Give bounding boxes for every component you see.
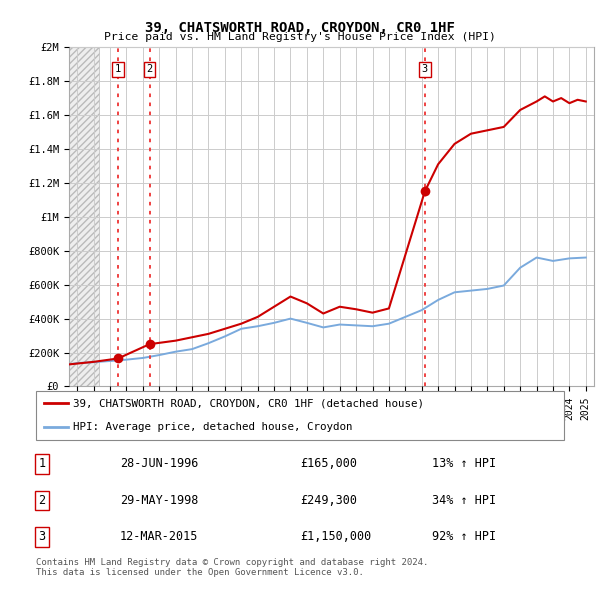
Text: £165,000: £165,000 xyxy=(300,457,357,470)
Text: HPI: Average price, detached house, Croydon: HPI: Average price, detached house, Croy… xyxy=(73,422,352,432)
Text: 13% ↑ HPI: 13% ↑ HPI xyxy=(432,457,496,470)
Text: 92% ↑ HPI: 92% ↑ HPI xyxy=(432,530,496,543)
Text: 28-JUN-1996: 28-JUN-1996 xyxy=(120,457,199,470)
Text: 34% ↑ HPI: 34% ↑ HPI xyxy=(432,494,496,507)
Text: 39, CHATSWORTH ROAD, CROYDON, CR0 1HF: 39, CHATSWORTH ROAD, CROYDON, CR0 1HF xyxy=(145,21,455,35)
Text: 29-MAY-1998: 29-MAY-1998 xyxy=(120,494,199,507)
Text: £1,150,000: £1,150,000 xyxy=(300,530,371,543)
Text: £249,300: £249,300 xyxy=(300,494,357,507)
Text: Contains HM Land Registry data © Crown copyright and database right 2024.
This d: Contains HM Land Registry data © Crown c… xyxy=(36,558,428,577)
Text: 1: 1 xyxy=(115,64,121,74)
Text: 12-MAR-2015: 12-MAR-2015 xyxy=(120,530,199,543)
Text: Price paid vs. HM Land Registry's House Price Index (HPI): Price paid vs. HM Land Registry's House … xyxy=(104,32,496,42)
Text: 2: 2 xyxy=(146,64,152,74)
Text: 3: 3 xyxy=(38,530,46,543)
Text: 1: 1 xyxy=(38,457,46,470)
Text: 2: 2 xyxy=(38,494,46,507)
FancyBboxPatch shape xyxy=(36,391,564,440)
Text: 39, CHATSWORTH ROAD, CROYDON, CR0 1HF (detached house): 39, CHATSWORTH ROAD, CROYDON, CR0 1HF (d… xyxy=(73,398,424,408)
Text: 3: 3 xyxy=(422,64,428,74)
